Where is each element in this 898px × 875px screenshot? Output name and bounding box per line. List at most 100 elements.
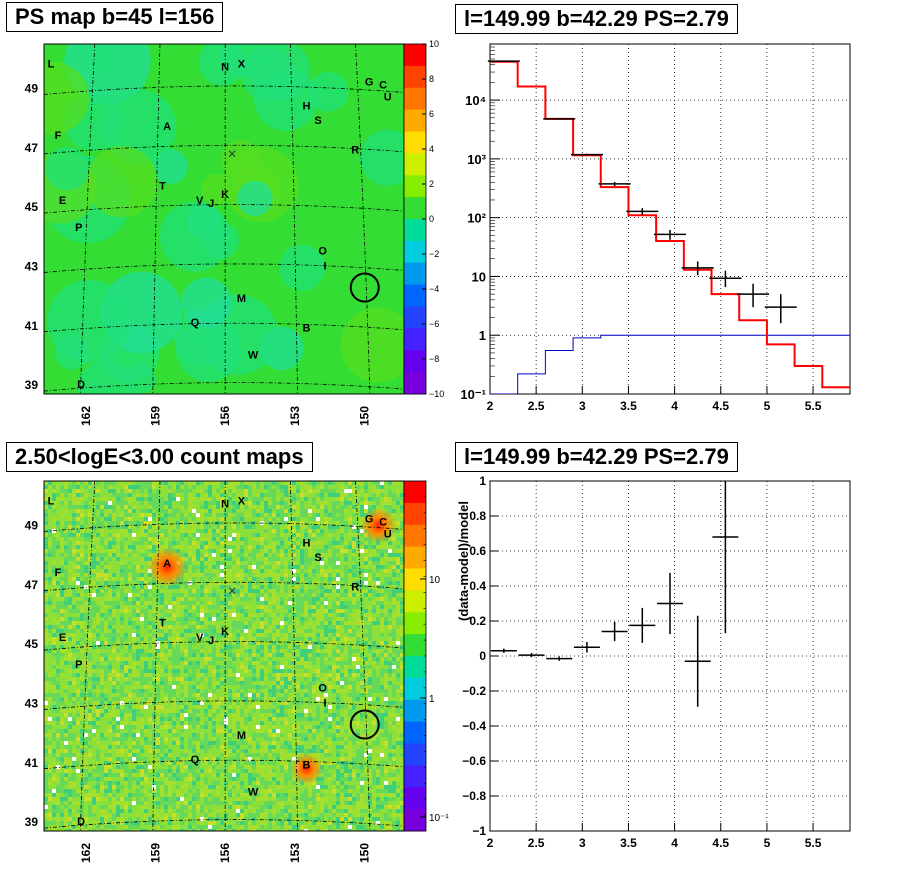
lat-tick-label: 45: [25, 200, 39, 214]
map-pixel: [76, 669, 80, 673]
map-pixel: [160, 609, 164, 613]
map-pixel: [184, 497, 188, 501]
map-pixel: [344, 609, 348, 613]
map-pixel: [384, 661, 388, 665]
map-pixel: [128, 641, 132, 645]
map-pixel: [148, 493, 152, 497]
map-pixel: [168, 589, 172, 593]
map-pixel: [376, 673, 380, 677]
map-pixel: [64, 645, 68, 649]
map-pixel: [212, 569, 216, 573]
map-pixel: [148, 629, 152, 633]
map-pixel: [56, 541, 60, 545]
map-pixel: [260, 657, 264, 661]
map-pixel: [276, 493, 280, 497]
map-pixel: [48, 565, 52, 569]
map-pixel: [316, 665, 320, 669]
map-pixel: [156, 521, 160, 525]
map-pixel: [200, 585, 204, 589]
map-pixel: [200, 589, 204, 593]
map-pixel: [236, 517, 240, 521]
map-pixel: [172, 537, 176, 541]
map-pixel: [76, 677, 80, 681]
map-pixel: [396, 521, 400, 525]
map-pixel: [112, 669, 116, 673]
map-pixel: [196, 541, 200, 545]
map-pixel: [228, 481, 232, 485]
map-pixel: [268, 613, 272, 617]
map-pixel: [88, 601, 92, 605]
map-pixel: [172, 609, 176, 613]
map-pixel: [176, 689, 180, 693]
map-pixel: [272, 549, 276, 553]
map-pixel: [292, 685, 296, 689]
map-pixel: [284, 533, 288, 537]
map-pixel: [96, 625, 100, 629]
map-pixel: [136, 673, 140, 677]
map-pixel: [120, 553, 124, 557]
map-pixel: [376, 613, 380, 617]
source-label: J: [208, 198, 214, 210]
map-pixel: [368, 661, 372, 665]
map-pixel: [148, 625, 152, 629]
map-pixel: [120, 597, 124, 601]
map-pixel: [300, 525, 304, 529]
ps-map-patch: [237, 180, 273, 217]
map-pixel: [144, 617, 148, 621]
map-pixel: [252, 529, 256, 533]
map-pixel: [168, 621, 172, 625]
map-pixel: [200, 605, 204, 609]
map-pixel: [168, 513, 172, 517]
map-pixel: [360, 641, 364, 645]
map-pixel: [236, 605, 240, 609]
map-pixel: [92, 669, 96, 673]
map-pixel: [312, 549, 316, 553]
map-pixel: [248, 613, 252, 617]
map-pixel: [192, 481, 196, 485]
map-pixel: [384, 633, 388, 637]
map-pixel: [192, 537, 196, 541]
map-pixel: [52, 645, 56, 649]
map-pixel: [96, 493, 100, 497]
map-pixel: [84, 649, 88, 653]
map-pixel: [300, 485, 304, 489]
map-pixel: [52, 577, 56, 581]
map-pixel: [104, 537, 108, 541]
map-pixel: [324, 621, 328, 625]
map-pixel: [48, 485, 52, 489]
map-pixel: [216, 613, 220, 617]
map-pixel: [328, 529, 332, 533]
map-pixel: [112, 561, 116, 565]
map-pixel: [232, 633, 236, 637]
map-pixel: [68, 673, 72, 677]
map-pixel: [308, 629, 312, 633]
map-pixel: [344, 549, 348, 553]
map-pixel: [276, 593, 280, 597]
map-pixel: [292, 585, 296, 589]
map-pixel: [64, 657, 68, 661]
map-pixel: [328, 497, 332, 501]
map-pixel: [192, 613, 196, 617]
map-pixel: [312, 617, 316, 621]
map-pixel: [344, 633, 348, 637]
map-pixel: [140, 565, 144, 569]
ps-map-texture: [44, 44, 404, 394]
map-pixel: [164, 489, 168, 493]
map-pixel: [292, 517, 296, 521]
map-pixel: [312, 649, 316, 653]
map-pixel: [216, 589, 220, 593]
map-pixel: [156, 485, 160, 489]
map-pixel: [232, 581, 236, 585]
map-pixel: [252, 657, 256, 661]
map-pixel: [388, 557, 392, 561]
map-pixel: [152, 613, 156, 617]
map-pixel: [336, 653, 340, 657]
map-pixel: [56, 605, 60, 609]
map-pixel: [260, 633, 264, 637]
map-pixel: [292, 665, 296, 669]
map-pixel: [220, 629, 224, 633]
map-pixel: [140, 497, 144, 501]
map-pixel: [156, 509, 160, 513]
map-pixel: [256, 501, 260, 505]
map-pixel: [296, 629, 300, 633]
